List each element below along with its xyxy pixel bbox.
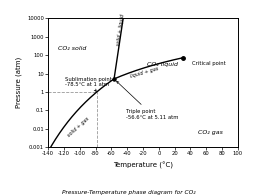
Y-axis label: Pressure (atm): Pressure (atm) [15,57,21,108]
Text: solid + gas: solid + gas [66,116,90,138]
Text: CO₂ gas: CO₂ gas [198,130,223,135]
Text: Triple point
-56.6°C at 5.11 atm: Triple point -56.6°C at 5.11 atm [117,81,178,120]
Text: Pressure-Temperature phase diagram for CO₂: Pressure-Temperature phase diagram for C… [62,190,196,195]
Text: solid + liquid: solid + liquid [116,13,126,45]
Text: Sublimation point
-78.5°C at 1 atm: Sublimation point -78.5°C at 1 atm [66,77,112,91]
Text: liquid + gas: liquid + gas [130,66,159,79]
Text: CO₂ liquid: CO₂ liquid [147,62,178,67]
Text: CO₂ solid: CO₂ solid [58,45,86,51]
Text: Critical point: Critical point [192,61,226,66]
X-axis label: Temperature (°C): Temperature (°C) [113,162,173,169]
